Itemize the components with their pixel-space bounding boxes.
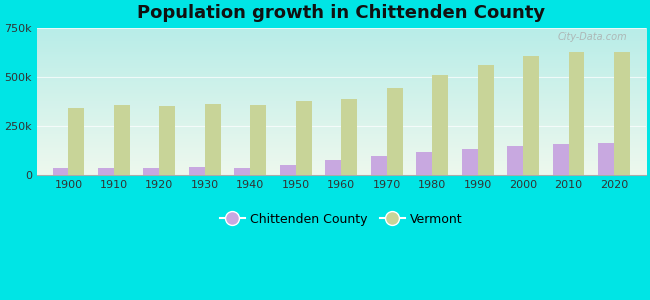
Bar <box>614 52 630 175</box>
Text: City-Data.com: City-Data.com <box>558 32 627 42</box>
Bar <box>552 145 569 175</box>
Bar <box>598 143 614 175</box>
Bar <box>280 165 296 175</box>
Bar <box>144 168 159 175</box>
Bar <box>478 64 493 175</box>
Bar <box>387 88 402 175</box>
Bar <box>370 156 387 175</box>
Legend: Chittenden County, Vermont: Chittenden County, Vermont <box>215 208 467 231</box>
Bar <box>416 152 432 175</box>
Bar <box>114 105 130 175</box>
Bar <box>432 75 448 175</box>
Bar <box>189 167 205 175</box>
Title: Population growth in Chittenden County: Population growth in Chittenden County <box>137 4 545 22</box>
Bar <box>569 52 584 175</box>
Bar <box>507 146 523 175</box>
Bar <box>235 168 250 175</box>
Bar <box>250 105 266 175</box>
Bar <box>523 56 539 175</box>
Bar <box>53 168 68 175</box>
Bar <box>98 168 114 175</box>
Bar <box>205 104 221 175</box>
Bar <box>296 101 312 175</box>
Bar <box>341 98 357 175</box>
Bar <box>68 108 84 175</box>
Bar <box>326 160 341 175</box>
Bar <box>159 106 176 175</box>
Bar <box>462 149 478 175</box>
